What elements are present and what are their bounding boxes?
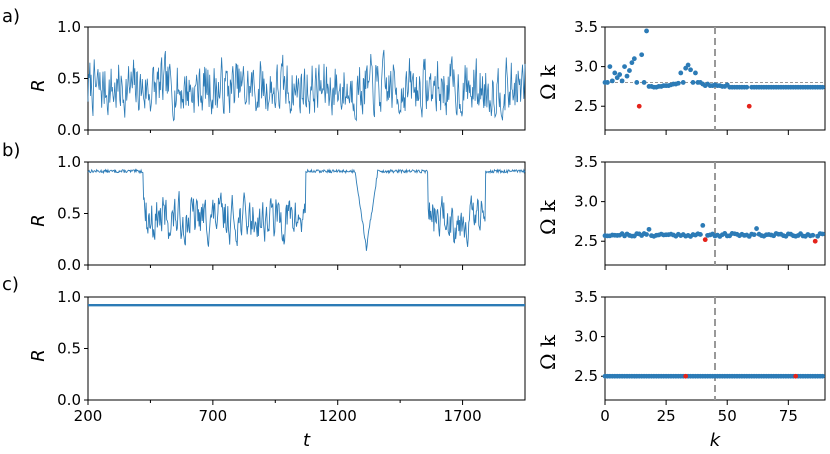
y-tick-label: 2.5 xyxy=(574,232,598,250)
data-point xyxy=(680,80,686,85)
chart-c-right: 2.5 3.0 3.5 0 25 50 75 Ω k k xyxy=(536,288,826,451)
y-tick-label: 2.5 xyxy=(574,367,598,385)
data-point xyxy=(700,222,706,228)
y-tick-label: 3.0 xyxy=(574,193,598,211)
data-point xyxy=(754,226,759,231)
data-point xyxy=(646,226,652,232)
x-axis-label: k xyxy=(710,430,722,451)
y-tick-label: 2.5 xyxy=(574,97,598,115)
data-point xyxy=(820,231,825,237)
data-point xyxy=(820,84,825,90)
plot-frame xyxy=(87,296,526,401)
chart-b-left: 0.0 0.5 1.0 R xyxy=(28,153,526,274)
data-point xyxy=(622,64,627,70)
y-tick-label: 0.0 xyxy=(57,391,81,409)
y-axis-label: R xyxy=(28,214,49,227)
data-point xyxy=(624,73,630,79)
data-point xyxy=(644,232,649,237)
y-tick-label: 3.0 xyxy=(574,328,598,346)
y-tick-label: 0.5 xyxy=(57,70,81,88)
highlight-point xyxy=(812,238,818,244)
x-tick-label: 0 xyxy=(600,407,610,425)
data-point xyxy=(744,84,750,90)
x-tick-label: 50 xyxy=(718,407,737,425)
series-line xyxy=(87,168,526,251)
chart-b-right: 2.5 3.0 3.5 Ω k xyxy=(536,153,826,270)
data-point xyxy=(693,70,698,76)
y-axis-label: Ω k xyxy=(536,64,560,100)
data-point xyxy=(690,80,696,85)
plot-frame xyxy=(87,161,526,266)
y-axis-label: Ω k xyxy=(536,334,560,370)
data-point xyxy=(631,56,637,62)
data-point xyxy=(634,80,640,85)
x-tick-label: 200 xyxy=(74,407,103,425)
data-point xyxy=(688,67,693,73)
x-tick-label: 25 xyxy=(657,407,676,425)
highlight-point xyxy=(746,103,752,109)
y-axis-label: R xyxy=(28,79,49,92)
data-point xyxy=(820,373,825,379)
highlight-point xyxy=(636,103,642,109)
series-line xyxy=(87,49,526,122)
y-tick-label: 1.0 xyxy=(57,18,81,36)
x-tick-label: 700 xyxy=(199,407,228,425)
data-point xyxy=(612,70,618,76)
y-tick-label: 0.5 xyxy=(57,340,81,358)
highlight-point xyxy=(683,373,689,379)
y-tick-label: 0.5 xyxy=(57,205,81,223)
data-point xyxy=(609,78,615,84)
y-axis-label: R xyxy=(28,349,49,362)
highlight-point xyxy=(702,237,708,243)
y-tick-label: 3.5 xyxy=(574,288,598,306)
x-tick-label: 1200 xyxy=(319,407,357,425)
y-tick-label: 1.0 xyxy=(57,288,81,306)
y-tick-label: 3.5 xyxy=(574,153,598,171)
panel-label-c: c) xyxy=(2,274,19,295)
data-point xyxy=(751,232,757,238)
data-point xyxy=(697,232,703,237)
data-point xyxy=(678,70,684,76)
y-tick-label: 0.0 xyxy=(57,121,81,139)
data-point xyxy=(641,80,647,85)
data-point xyxy=(675,80,681,86)
chart-a-left: 0.0 0.5 1.0 R xyxy=(28,18,526,139)
data-point xyxy=(685,62,691,68)
data-point xyxy=(619,78,625,84)
y-tick-label: 3.0 xyxy=(574,58,598,76)
x-tick-label: 1700 xyxy=(443,407,481,425)
data-point xyxy=(639,52,645,58)
data-point xyxy=(644,28,649,34)
x-tick-label: 75 xyxy=(779,407,798,425)
panel-label-b: b) xyxy=(2,140,20,161)
x-axis-label: t xyxy=(303,430,311,451)
chart-c-left: 0.0 0.5 1.0 200 700 1200 1700 Rt xyxy=(28,288,526,451)
data-point xyxy=(617,72,623,77)
highlight-point xyxy=(793,373,799,379)
panel-label-a: a) xyxy=(2,6,20,27)
data-point xyxy=(629,60,635,66)
data-point xyxy=(810,232,816,238)
y-tick-label: 3.5 xyxy=(574,18,598,36)
chart-a-right: 2.5 3.0 3.5 Ω k xyxy=(536,18,826,135)
y-tick-label: 0.0 xyxy=(57,256,81,274)
y-tick-label: 1.0 xyxy=(57,153,81,171)
y-axis-label: Ω k xyxy=(536,199,560,235)
data-point xyxy=(605,80,610,85)
data-point xyxy=(627,68,632,73)
data-point xyxy=(607,64,613,70)
